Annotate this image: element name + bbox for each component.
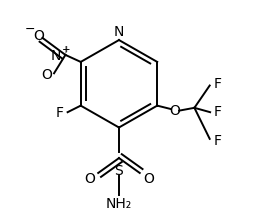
Text: F: F xyxy=(213,105,221,119)
Text: O: O xyxy=(169,104,180,118)
Text: N: N xyxy=(50,50,61,63)
Text: O: O xyxy=(143,172,154,186)
Text: N: N xyxy=(114,25,124,39)
Text: F: F xyxy=(213,77,221,91)
Text: NH₂: NH₂ xyxy=(106,197,132,211)
Text: O: O xyxy=(41,68,52,82)
Text: F: F xyxy=(213,134,221,148)
Text: O: O xyxy=(33,29,44,43)
Text: −: − xyxy=(25,23,35,36)
Text: +: + xyxy=(61,45,69,55)
Text: F: F xyxy=(56,106,64,120)
Text: O: O xyxy=(84,172,95,186)
Text: S: S xyxy=(114,164,123,178)
Text: +: + xyxy=(62,45,69,54)
